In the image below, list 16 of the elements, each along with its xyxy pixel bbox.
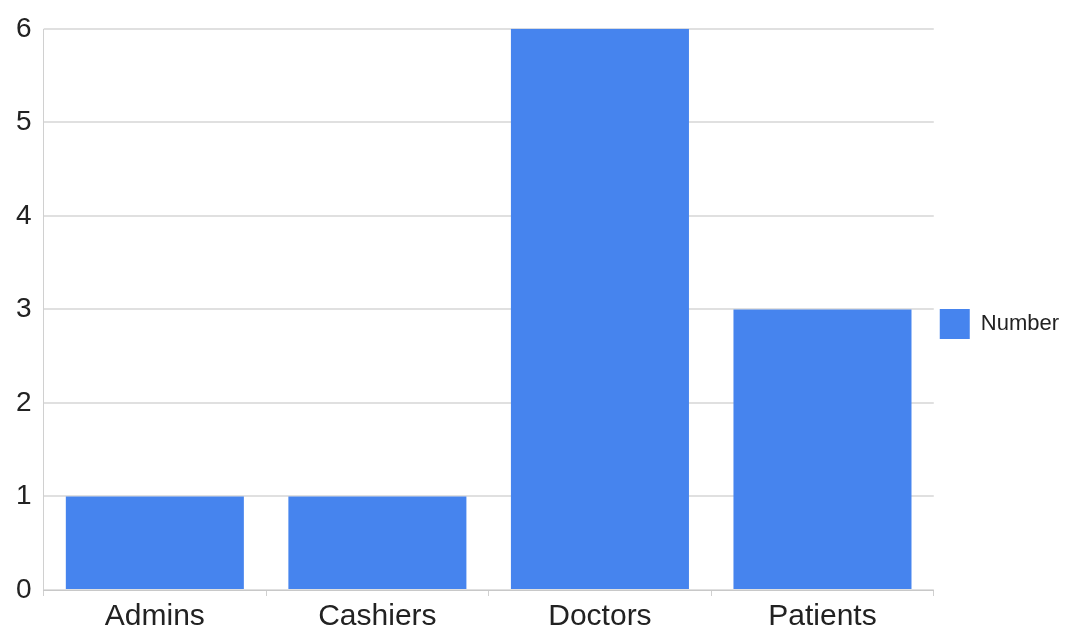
- x-tick-label: Cashiers: [318, 598, 437, 632]
- legend-label: Number: [980, 310, 1059, 336]
- bar: [65, 496, 244, 589]
- x-tick-label: Patients: [768, 598, 877, 632]
- bar: [733, 309, 912, 589]
- x-tick-label: Doctors: [548, 598, 652, 632]
- y-tick-label: 2: [15, 385, 32, 417]
- x-tick-label: Admins: [104, 598, 205, 632]
- y-tick-label: 0: [15, 572, 32, 604]
- y-tick-label: 4: [15, 198, 32, 230]
- y-tick-label: 1: [15, 479, 32, 511]
- y-tick-label: 3: [15, 292, 32, 324]
- y-tick-label: 6: [15, 11, 32, 43]
- y-tick-label: 5: [15, 105, 32, 137]
- bar: [510, 28, 689, 589]
- bar: [288, 496, 467, 589]
